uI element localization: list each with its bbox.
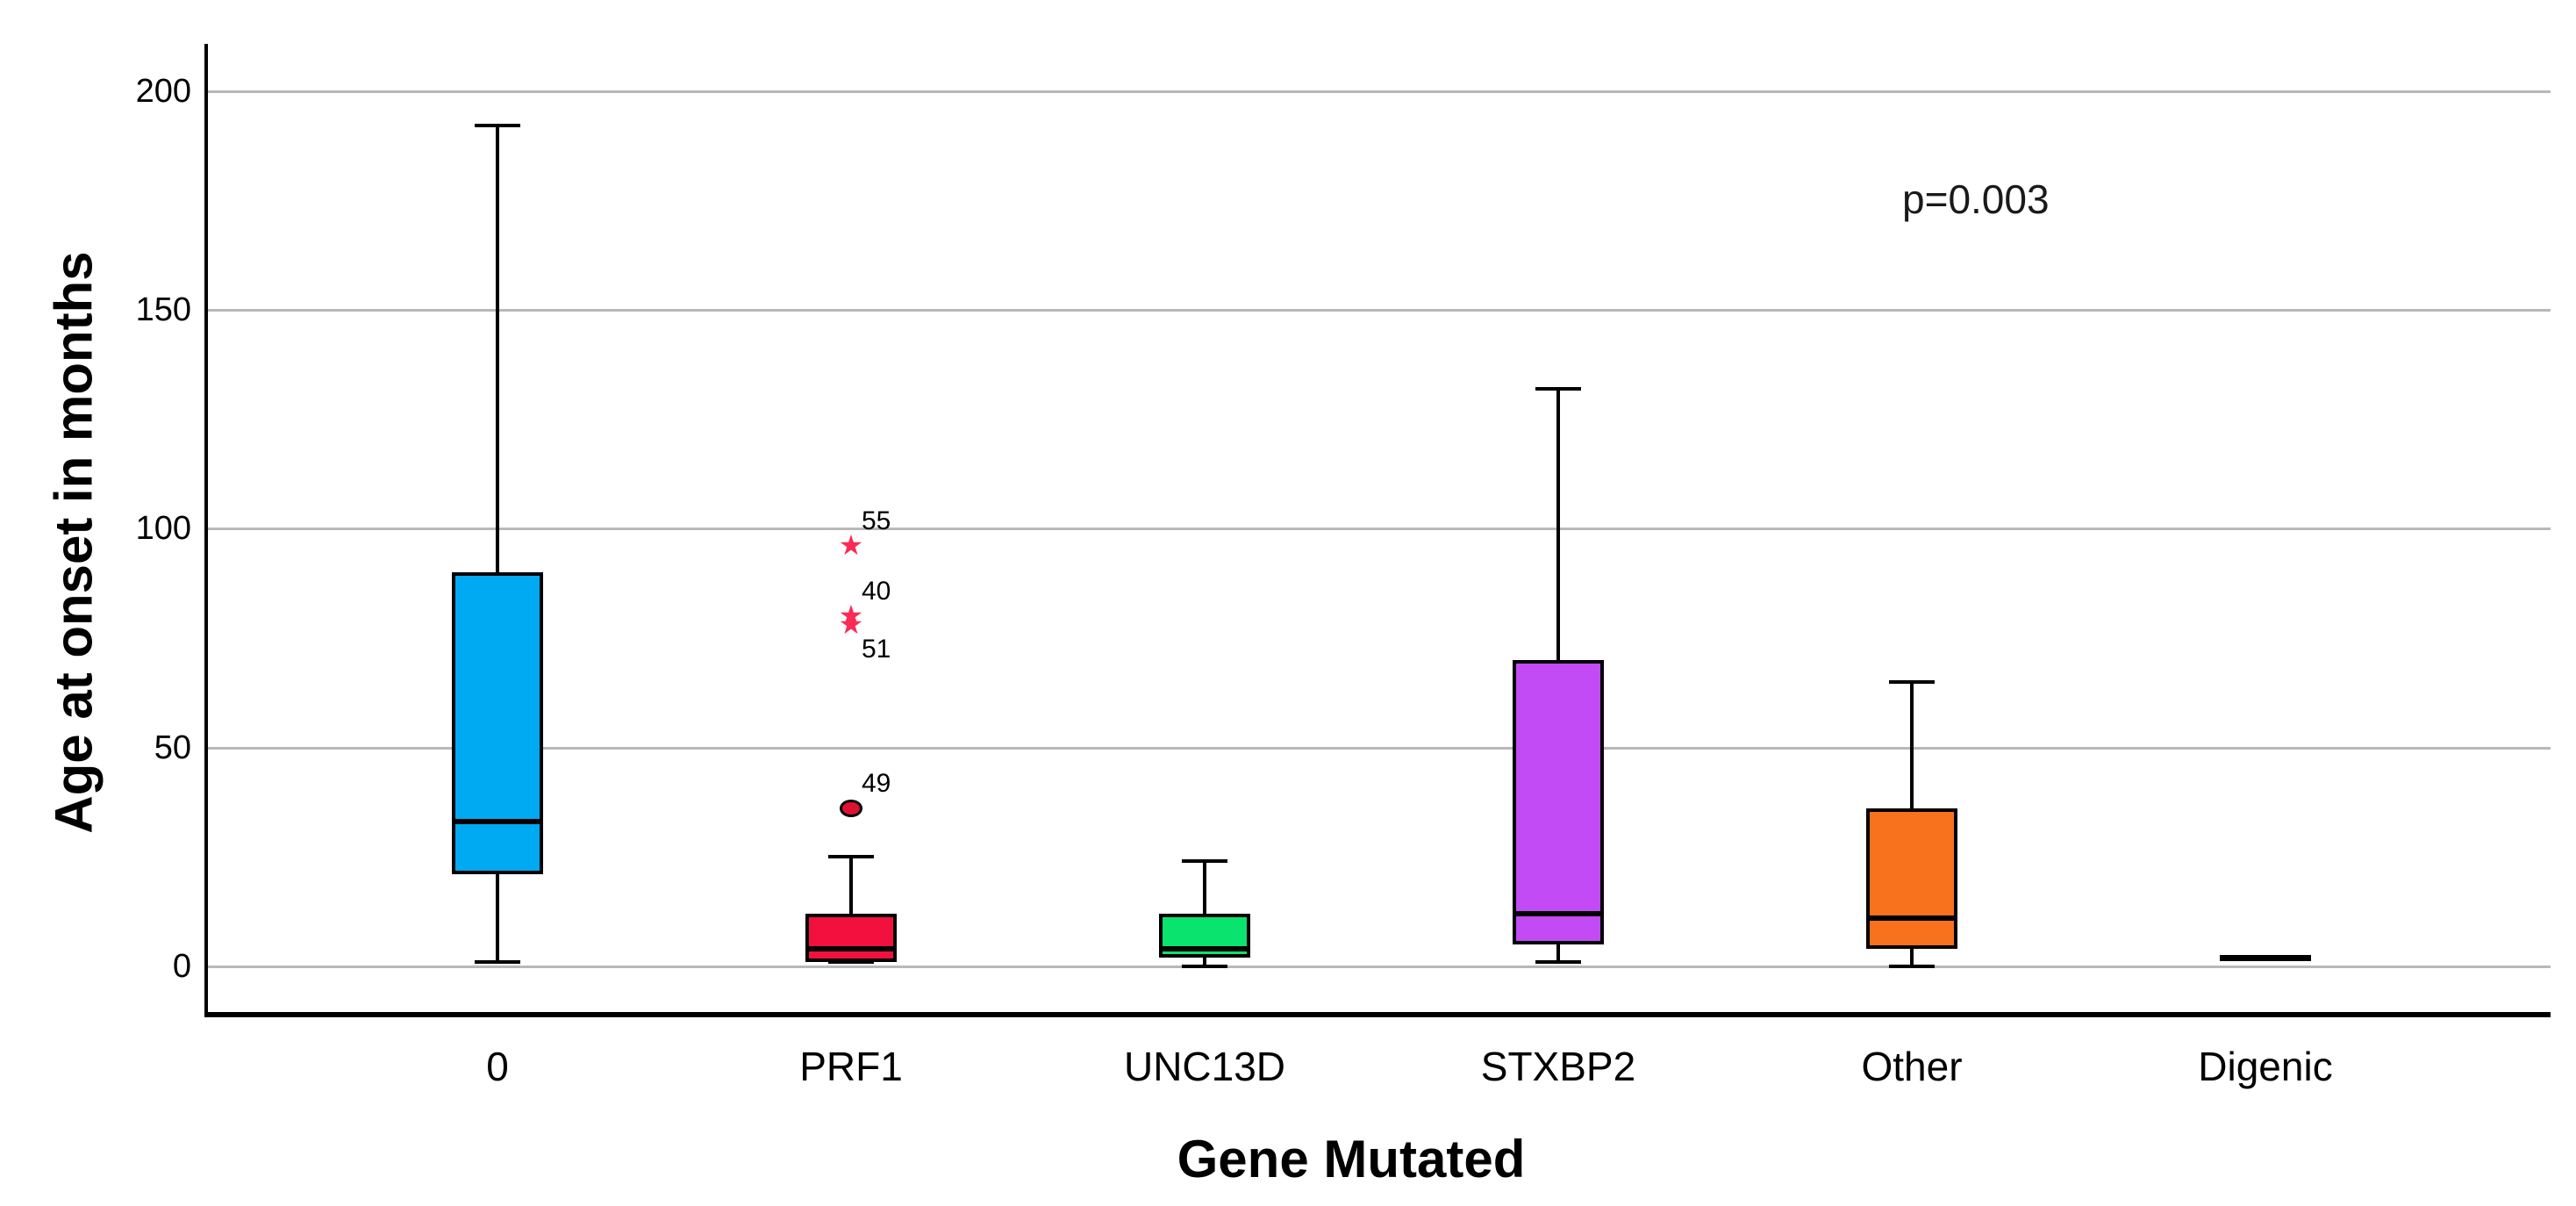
- whisker-cap-max-Other: [1889, 679, 1935, 684]
- median-line-STXBP2: [1513, 911, 1604, 917]
- y-tick-label: 100: [135, 510, 191, 548]
- box-PRF1: [805, 914, 897, 962]
- whisker-line-lower-Other: [1910, 949, 1914, 966]
- box-Other: [1866, 808, 1957, 950]
- whisker-cap-min-Other: [1889, 965, 1935, 968]
- whisker-cap-min-UNC13D: [1182, 965, 1227, 968]
- x-tick-label-UNC13D: UNC13D: [1123, 1044, 1286, 1089]
- median-line-Other: [1866, 915, 1957, 922]
- outlier-label: 51: [862, 635, 891, 664]
- y-tick-label: 200: [135, 72, 191, 110]
- outlier-label: 40: [862, 577, 891, 607]
- whisker-line-upper-UNC13D: [1203, 861, 1206, 915]
- y-tick-label: 50: [154, 729, 191, 766]
- whisker-cap-min-0: [475, 960, 520, 964]
- median-line-Digenic: [2220, 955, 2311, 962]
- x-tick-label-PRF1: PRF1: [799, 1044, 903, 1089]
- whisker-line-lower-0: [496, 874, 499, 962]
- whisker-cap-max-PRF1: [828, 855, 874, 859]
- whisker-cap-max-STXBP2: [1535, 386, 1581, 391]
- whisker-cap-max-UNC13D: [1182, 859, 1227, 864]
- whisker-cap-max-0: [475, 124, 520, 128]
- x-tick-label-0: 0: [486, 1044, 509, 1089]
- whisker-line-lower-STXBP2: [1556, 944, 1560, 962]
- gridline-y-150: [208, 308, 2551, 312]
- y-tick-label: 150: [135, 291, 191, 328]
- gridline-y-50: [208, 746, 2551, 750]
- outlier-star-icon: ★: [838, 599, 864, 632]
- outlier-label: 55: [862, 506, 891, 536]
- gridline-y-100: [208, 528, 2551, 531]
- whisker-line-upper-Other: [1910, 681, 1914, 809]
- p-value-annotation: p=0.003: [1902, 176, 2050, 222]
- gridline-y-200: [208, 90, 2551, 93]
- median-line-UNC13D: [1159, 946, 1250, 952]
- outlier-label: 49: [862, 769, 891, 799]
- whisker-line-upper-0: [496, 126, 499, 573]
- x-tick-label-Digenic: Digenic: [2198, 1044, 2333, 1089]
- x-axis-title: Gene Mutated: [1177, 1130, 1526, 1188]
- whisker-cap-min-STXBP2: [1535, 960, 1581, 964]
- x-tick-label-Other: Other: [1861, 1044, 1963, 1089]
- median-line-PRF1: [805, 946, 897, 952]
- y-axis-line: [204, 44, 208, 1016]
- gridline-y-0: [208, 966, 2551, 968]
- x-axis-line: [204, 1012, 2551, 1017]
- median-line-0: [452, 819, 543, 825]
- outlier-star-icon: ★: [838, 529, 864, 562]
- whisker-line-upper-STXBP2: [1556, 388, 1560, 660]
- box-0: [452, 572, 543, 875]
- y-axis-title: Age at onset in months: [44, 251, 104, 834]
- x-tick-label-STXBP2: STXBP2: [1480, 1044, 1636, 1089]
- whisker-cap-min-PRF1: [828, 960, 874, 964]
- outlier-circle-icon: [840, 800, 862, 818]
- outlier-star-icon: ★: [838, 608, 864, 640]
- box-STXBP2: [1513, 659, 1604, 945]
- whisker-line-upper-PRF1: [849, 857, 853, 915]
- y-tick-label: 0: [172, 948, 191, 985]
- whisker-line-lower-UNC13D: [1203, 958, 1206, 966]
